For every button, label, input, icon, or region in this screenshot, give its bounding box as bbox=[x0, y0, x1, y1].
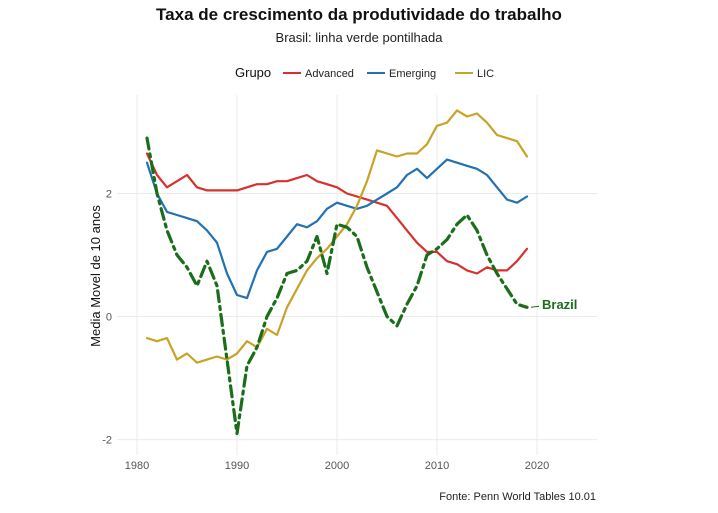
y-tick-label: -2 bbox=[102, 435, 112, 447]
x-tick-label: 2000 bbox=[325, 460, 349, 472]
annotations: Brazil bbox=[530, 297, 577, 312]
series-lic bbox=[145, 109, 529, 364]
legend: Grupo Advanced Emerging LIC bbox=[235, 65, 494, 80]
x-tick-label: 2020 bbox=[525, 460, 549, 472]
chart-title: Taxa de crescimento da produtividade do … bbox=[156, 5, 562, 24]
legend-item-advanced: Advanced bbox=[283, 68, 354, 80]
y-axis-title: Media Movel de 10 anos bbox=[88, 205, 103, 347]
grid bbox=[117, 95, 597, 455]
legend-item-emerging: Emerging bbox=[367, 68, 436, 80]
chart-caption: Fonte: Penn World Tables 10.01 bbox=[439, 491, 596, 503]
series-line-brazil bbox=[145, 136, 529, 436]
x-tick-label: 1980 bbox=[125, 460, 149, 472]
annotation-label-brazil: Brazil bbox=[542, 297, 577, 312]
plot-area bbox=[145, 109, 529, 436]
series-line-advanced bbox=[145, 152, 529, 275]
legend-item-lic: LIC bbox=[455, 68, 494, 80]
legend-title: Grupo bbox=[235, 65, 271, 80]
x-tick-label: 2010 bbox=[425, 460, 449, 472]
legend-label: Emerging bbox=[389, 68, 436, 80]
y-tick-label: 2 bbox=[106, 188, 112, 200]
series-line-emerging bbox=[145, 158, 529, 300]
axis-ticks: 1980 1990 2000 2010 2020 -2 0 2 bbox=[102, 188, 549, 472]
annotation-leader bbox=[530, 305, 540, 308]
y-tick-label: 0 bbox=[106, 312, 112, 324]
series-advanced bbox=[145, 152, 529, 275]
series-brazil bbox=[145, 136, 529, 436]
series-emerging bbox=[145, 158, 529, 300]
legend-label: LIC bbox=[477, 68, 494, 80]
chart-subtitle: Brasil: linha verde pontilhada bbox=[276, 30, 444, 45]
x-tick-label: 1990 bbox=[225, 460, 249, 472]
series-line-lic bbox=[145, 109, 529, 364]
legend-label: Advanced bbox=[305, 68, 354, 80]
